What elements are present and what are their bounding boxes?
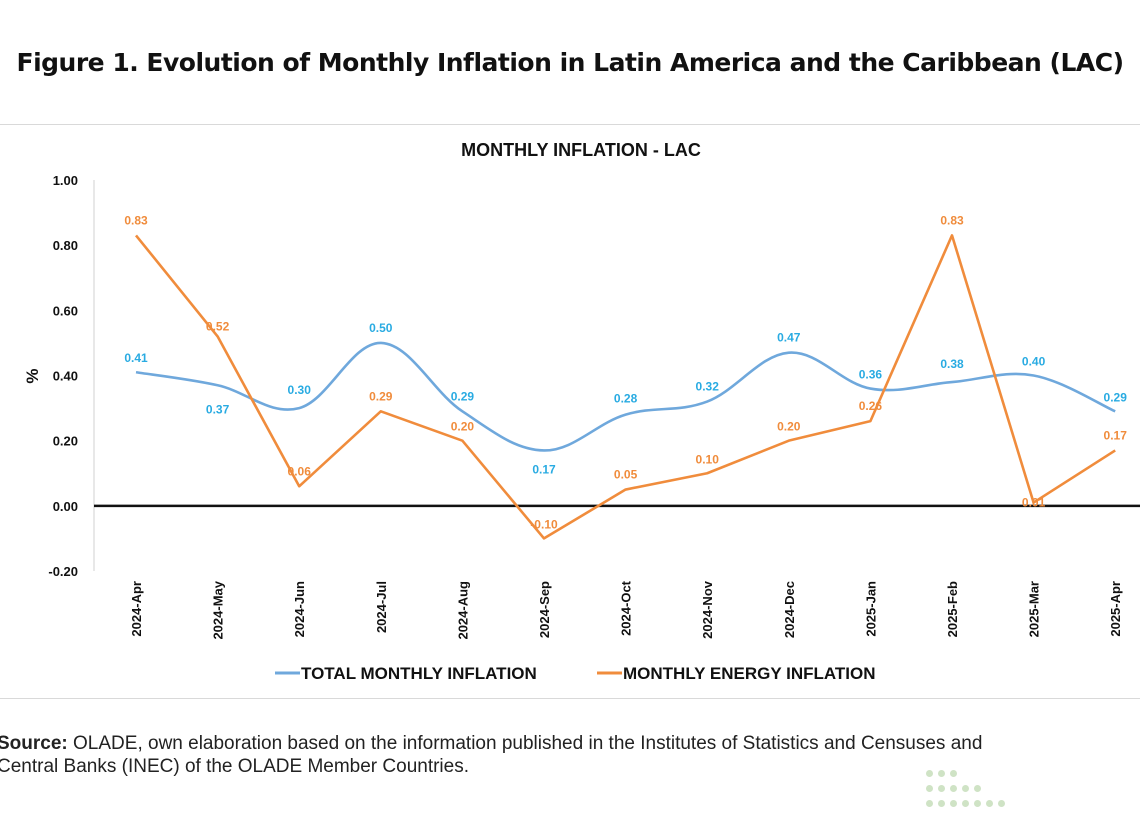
data-label: 0.32 xyxy=(696,380,720,394)
y-tick-label: 0.60 xyxy=(53,303,78,318)
y-axis: 1.00 0.80 0.60 0.40 0.20 0.00 -0.20 xyxy=(48,173,1140,579)
chart-frame xyxy=(0,124,1140,699)
decor-dot xyxy=(962,785,969,792)
decor-dot xyxy=(974,785,981,792)
series-line-1 xyxy=(135,341,1116,452)
data-label: 0.29 xyxy=(1104,390,1128,404)
y-tick-label: -0.20 xyxy=(48,564,78,579)
legend-label: MONTHLY ENERGY INFLATION xyxy=(623,664,876,683)
x-tick-label: 2024-Aug xyxy=(455,581,470,640)
decor-dot xyxy=(974,800,981,807)
data-label: 0.38 xyxy=(940,357,964,371)
data-label: 0.01 xyxy=(1022,496,1046,510)
data-label: 0.17 xyxy=(1104,428,1128,442)
legend-label: TOTAL MONTHLY INFLATION xyxy=(301,664,537,683)
data-label: 0.29 xyxy=(451,389,475,403)
data-label: 0.40 xyxy=(1022,355,1046,369)
y-tick-label: 0.80 xyxy=(53,238,78,253)
decor-dot xyxy=(926,770,933,777)
data-label: 0.26 xyxy=(859,399,883,413)
data-label: 0.83 xyxy=(940,213,964,227)
y-tick-label: 1.00 xyxy=(53,173,78,188)
x-tick-label: 2024-May xyxy=(211,580,226,639)
data-label: 0.30 xyxy=(288,383,312,397)
series-line-2 xyxy=(134,234,1116,540)
x-tick-label: 2024-Jun xyxy=(292,581,307,637)
data-label: 0.28 xyxy=(614,392,638,406)
x-tick-label: 2024-Nov xyxy=(700,580,715,639)
x-tick-label: 2024-Sep xyxy=(537,581,552,638)
x-tick-label: 2024-Dec xyxy=(782,581,797,638)
y-tick-label: 0.20 xyxy=(53,434,78,449)
decor-dot xyxy=(950,770,957,777)
data-label: 0.06 xyxy=(288,464,312,478)
x-tick-label: 2024-Apr xyxy=(129,581,144,637)
y-tick-label: 0.40 xyxy=(53,369,78,384)
legend: TOTAL MONTHLY INFLATION MONTHLY ENERGY IN… xyxy=(275,664,876,683)
figure-title: Figure 1. Evolution of Monthly Inflation… xyxy=(16,48,1125,77)
data-label-layer: 0.41 0.37 0.30 0.50 0.29 0.17 0.28 0.32 0.47 0.36… xyxy=(124,213,1127,531)
x-tick-label: 2025-Jan xyxy=(863,581,878,637)
y-axis-label: % xyxy=(23,368,42,383)
data-label: 0.10 xyxy=(696,452,720,466)
decorative-dots xyxy=(926,770,1036,815)
data-label: 0.20 xyxy=(777,420,801,434)
data-label: 0.05 xyxy=(614,468,638,482)
data-label: 0.50 xyxy=(369,321,393,335)
decor-dot xyxy=(986,800,993,807)
decor-dot xyxy=(926,785,933,792)
x-axis: 2024-Apr 2024-May 2024-Jun 2024-Jul 2024-Aug… xyxy=(129,580,1123,639)
decor-dot xyxy=(938,800,945,807)
data-label: 0.41 xyxy=(124,351,148,365)
data-label: 0.17 xyxy=(532,462,556,476)
data-label: 0.36 xyxy=(859,368,883,382)
source-text-line2: Central Banks (INEC) of the OLADE Member… xyxy=(0,756,470,777)
series-layer xyxy=(134,234,1116,540)
data-label: 0.29 xyxy=(369,389,393,403)
line-chart: MONTHLY INFLATION - LAC % 1.00 0.80 0.60 0.… xyxy=(23,140,1140,683)
y-tick-label: 0.00 xyxy=(53,499,78,514)
decor-dot xyxy=(950,800,957,807)
chart-title: MONTHLY INFLATION - LAC xyxy=(461,140,701,160)
x-tick-label: 2024-Oct xyxy=(619,580,634,636)
source-label: Source: xyxy=(0,733,68,754)
decor-dot xyxy=(926,800,933,807)
x-tick-label: 2025-Feb xyxy=(945,581,960,637)
source-note: Source: OLADE, own elaboration based on … xyxy=(0,732,1140,778)
x-tick-label: 2024-Jul xyxy=(374,581,389,633)
x-tick-label: 2025-Mar xyxy=(1027,581,1042,637)
x-tick-label: 2025-Apr xyxy=(1108,581,1123,637)
decor-dot xyxy=(962,800,969,807)
data-label: 0.52 xyxy=(206,319,230,333)
decor-dot xyxy=(950,785,957,792)
data-label: -0.10 xyxy=(530,517,558,531)
data-label: 0.47 xyxy=(777,331,801,345)
source-text-line1: OLADE, own elaboration based on the info… xyxy=(67,733,983,754)
data-label: 0.37 xyxy=(206,402,230,416)
decor-dot xyxy=(998,800,1005,807)
data-label: 0.83 xyxy=(124,213,148,227)
decor-dot xyxy=(938,785,945,792)
data-label: 0.20 xyxy=(451,420,475,434)
decor-dot xyxy=(938,770,945,777)
